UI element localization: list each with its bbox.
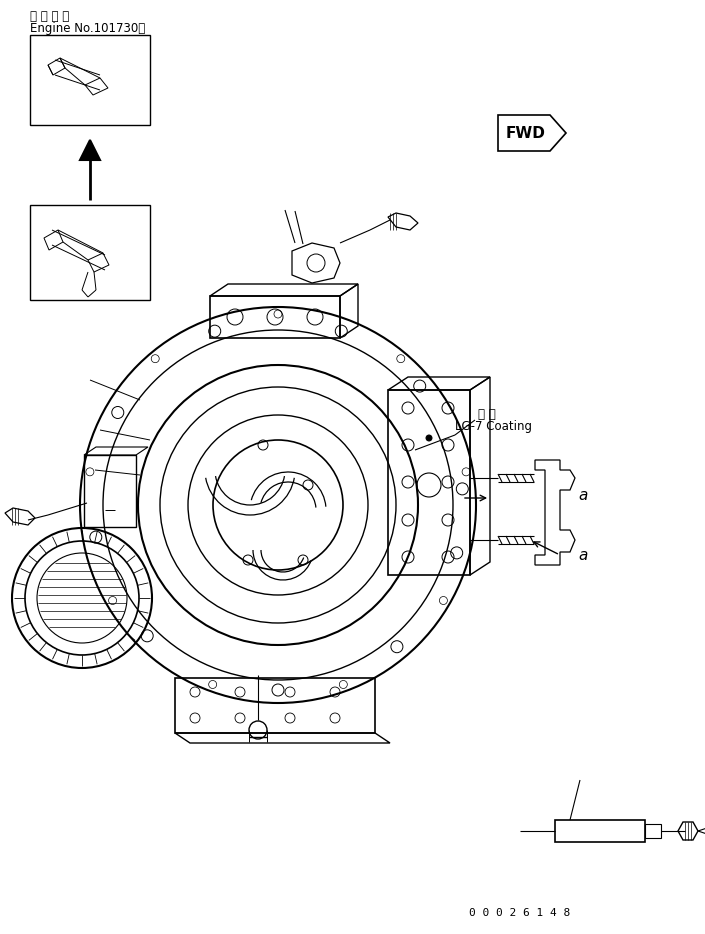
- Text: a: a: [578, 547, 587, 562]
- Text: Engine No.101730～: Engine No.101730～: [30, 22, 145, 35]
- Text: LG-7 Coating: LG-7 Coating: [455, 420, 532, 433]
- Text: a: a: [578, 488, 587, 502]
- Text: 適 用 号 機: 適 用 号 機: [30, 10, 69, 23]
- Text: 0 0 0 2 6 1 4 8: 0 0 0 2 6 1 4 8: [469, 908, 570, 918]
- Bar: [388, 390, 470, 575]
- Bar: [210, 296, 340, 338]
- Bar: [175, 678, 375, 733]
- Text: FWD: FWD: [506, 125, 546, 140]
- Text: 塗 布: 塗 布: [478, 408, 496, 421]
- Bar: [84, 455, 136, 527]
- Bar: [30, 205, 150, 300]
- Polygon shape: [80, 140, 100, 160]
- Bar: [30, 35, 150, 125]
- Bar: [645, 824, 661, 838]
- Bar: [555, 820, 645, 842]
- Circle shape: [426, 435, 432, 441]
